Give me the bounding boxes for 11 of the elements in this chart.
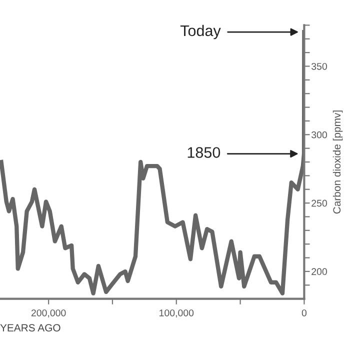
y-axis-title: Carbon dioxide [ppmv]: [332, 110, 343, 214]
x-tick-label: 100,000: [160, 309, 194, 318]
x-axis-title: YEARS AGO: [0, 324, 60, 332]
y-tick-label: 250: [312, 200, 327, 207]
y-tick-label: 300: [312, 131, 327, 138]
x-tick-label: 0: [302, 309, 307, 316]
x-tick-label: 200,000: [31, 309, 66, 318]
y-tick-label: 200: [312, 268, 327, 276]
annotation: 1850: [188, 147, 220, 158]
annotation: Today: [180, 24, 221, 40]
y-tick-label: 350: [312, 62, 327, 70]
